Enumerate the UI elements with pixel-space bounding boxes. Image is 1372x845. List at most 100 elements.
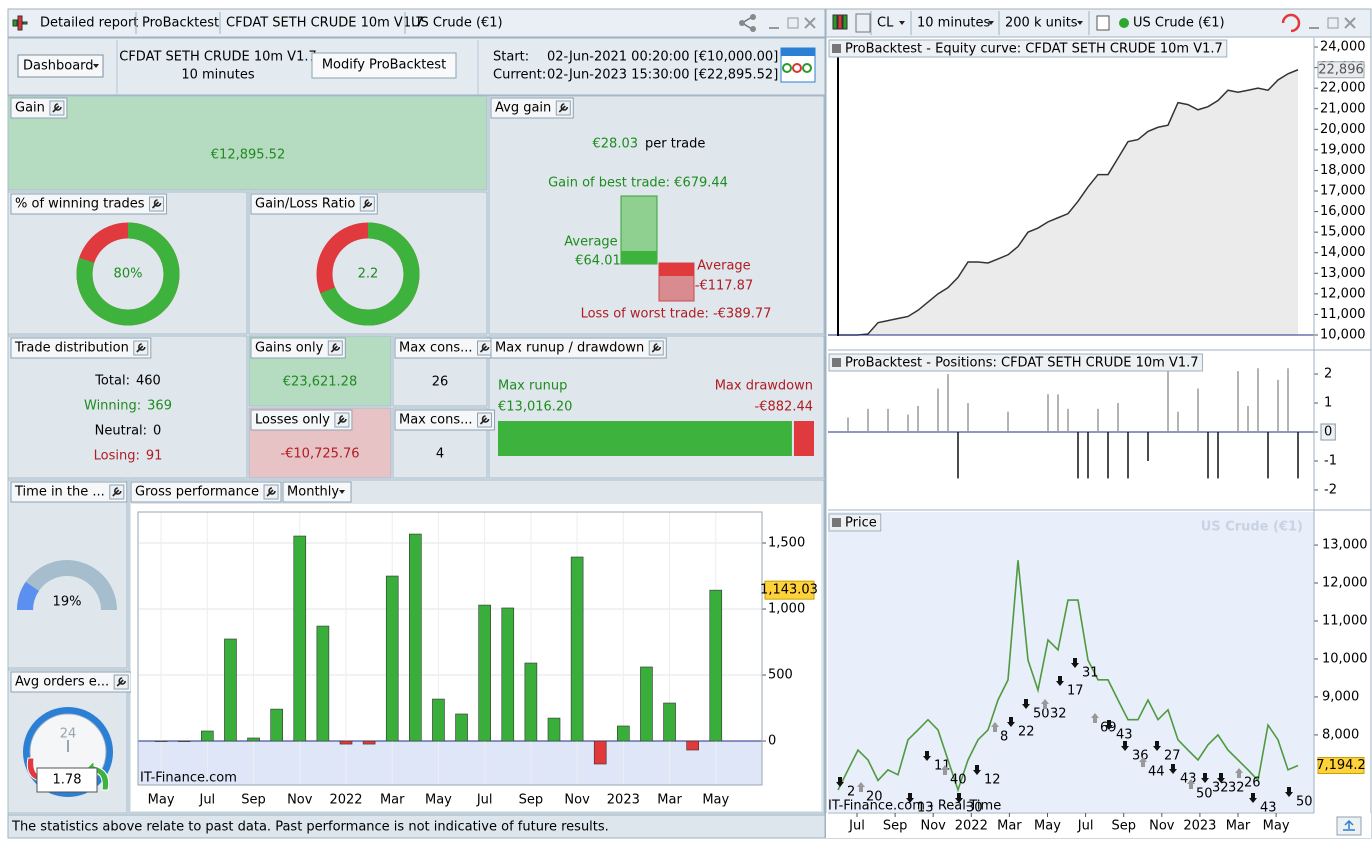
trade-label: 50	[1296, 795, 1313, 810]
panel-title: Gains only	[255, 341, 324, 356]
last-value: 22,896	[1318, 62, 1364, 77]
gauge-label: 19%	[53, 595, 82, 610]
close-button[interactable]	[1344, 17, 1356, 29]
wrench-icon	[479, 415, 490, 425]
toolbar-icon	[837, 14, 843, 30]
toolbar-icon	[842, 14, 848, 30]
y-tick-label: 11,000	[1322, 613, 1368, 628]
y-tick-label: 12,000	[1322, 576, 1368, 591]
panel-title: Trade distribution	[14, 341, 129, 356]
distribution-label: Winning:	[84, 399, 141, 414]
trade-arrow	[1235, 768, 1243, 778]
x-tick-label: Sep	[519, 793, 544, 808]
position-bar	[1007, 411, 1009, 433]
info-icon[interactable]	[1096, 15, 1110, 31]
report-icon-dot	[802, 63, 812, 73]
y-tick-label: 1,500	[768, 536, 805, 551]
wrench-icon	[330, 343, 341, 353]
y-tick-label: 22,000	[1320, 81, 1366, 96]
trade-arrow	[1071, 658, 1079, 668]
panel-title: Avg gain	[495, 101, 551, 116]
trade-arrow	[1285, 787, 1293, 797]
units-selector[interactable]: 200 k units	[1005, 16, 1078, 31]
wrench-icon	[116, 677, 126, 687]
position-bar	[1277, 379, 1279, 433]
panel-header	[10, 337, 152, 359]
share-dot	[750, 14, 756, 20]
gains-only-value: €23,621.28	[283, 375, 357, 390]
position-bar	[947, 374, 949, 433]
window-tab[interactable]: ProBacktest	[142, 16, 219, 31]
window-tab[interactable]: CFDAT SETH CRUDE 10m V1.7	[226, 16, 424, 31]
close-button[interactable]	[804, 17, 816, 29]
panel-title: Time in the ...	[14, 485, 105, 500]
position-bar	[1257, 368, 1259, 433]
trade-arrow	[1153, 741, 1161, 751]
trade-arrow	[1041, 699, 1049, 709]
avg-loss-box	[659, 263, 694, 276]
panel-header	[394, 409, 496, 431]
x-tick-label: Sep	[241, 793, 266, 808]
price-line	[837, 560, 1299, 793]
share-dot	[739, 20, 745, 26]
panel-header	[130, 481, 282, 503]
trade-arrow	[906, 793, 914, 803]
window-tab[interactable]: US Crude (€1)	[411, 16, 503, 31]
bar	[524, 662, 538, 742]
y-tick-label: 24,000	[1320, 40, 1366, 55]
gain-panel	[7, 95, 488, 191]
best-trade: Gain of best trade: €679.44	[548, 176, 728, 191]
window-tab[interactable]: Detailed report	[40, 16, 138, 31]
losses-only-value: -€10,725.76	[280, 447, 359, 462]
status-dot	[1119, 18, 1129, 28]
trade-label: 22	[1018, 725, 1035, 740]
trade-arrow	[973, 765, 981, 775]
x-tick-label: 2022	[955, 819, 988, 834]
timeframe-selector[interactable]: 10 minutes	[917, 16, 991, 31]
wrench-icon	[266, 487, 276, 497]
drawdown-bar	[793, 421, 814, 456]
current-value: 02-Jun-2023 15:30:00 [€22,895.52]	[547, 68, 778, 83]
wrench-icon	[362, 199, 373, 209]
trade-label: 11	[934, 759, 951, 774]
avg-gain-unit: per trade	[645, 137, 705, 152]
bar	[617, 725, 630, 742]
position-bar	[1077, 432, 1079, 479]
maximize-button[interactable]	[1327, 17, 1339, 29]
report-icon-dot	[782, 63, 792, 73]
distribution-label: Total:	[94, 374, 130, 389]
panel-header	[490, 97, 574, 119]
maximize-button[interactable]	[787, 17, 799, 29]
start-value: 02-Jun-2021 00:20:00 [€10,000.00]	[547, 50, 778, 65]
pane-title-text: Price	[845, 516, 877, 531]
distribution-value: 460	[136, 374, 161, 389]
trade-label: 20	[866, 790, 883, 805]
position-bar	[1237, 371, 1239, 433]
link-icon[interactable]	[855, 13, 871, 33]
pane-title	[828, 39, 1228, 58]
x-tick-label: Nov	[921, 819, 947, 834]
dropdown-arrow	[1077, 21, 1083, 25]
position-bar	[1047, 394, 1049, 433]
wrench-icon	[52, 103, 62, 113]
panel-title: Max runup / drawdown	[495, 341, 644, 356]
modify-button[interactable]	[311, 52, 457, 79]
trade-arrow	[1022, 699, 1030, 709]
x-tick-label: Jul	[848, 819, 865, 834]
panel-header	[10, 481, 128, 503]
trade-label: 50	[1033, 707, 1050, 722]
position-bar	[1057, 394, 1059, 433]
position-bar	[867, 408, 869, 433]
period-dropdown[interactable]	[282, 481, 352, 503]
dashboard-dropdown[interactable]	[17, 54, 104, 78]
bar	[547, 717, 561, 742]
y-tick-label: 15,000	[1320, 225, 1366, 240]
negative-zone	[138, 741, 762, 785]
symbol[interactable]: CL	[877, 16, 894, 31]
trade-label: 8	[1000, 730, 1008, 745]
distribution-label: Neutral:	[95, 424, 147, 439]
y-tick-label: 20,000	[1320, 122, 1366, 137]
refresh-icon[interactable]	[1281, 13, 1301, 33]
panel-header	[490, 337, 667, 359]
position-bar	[887, 408, 889, 433]
